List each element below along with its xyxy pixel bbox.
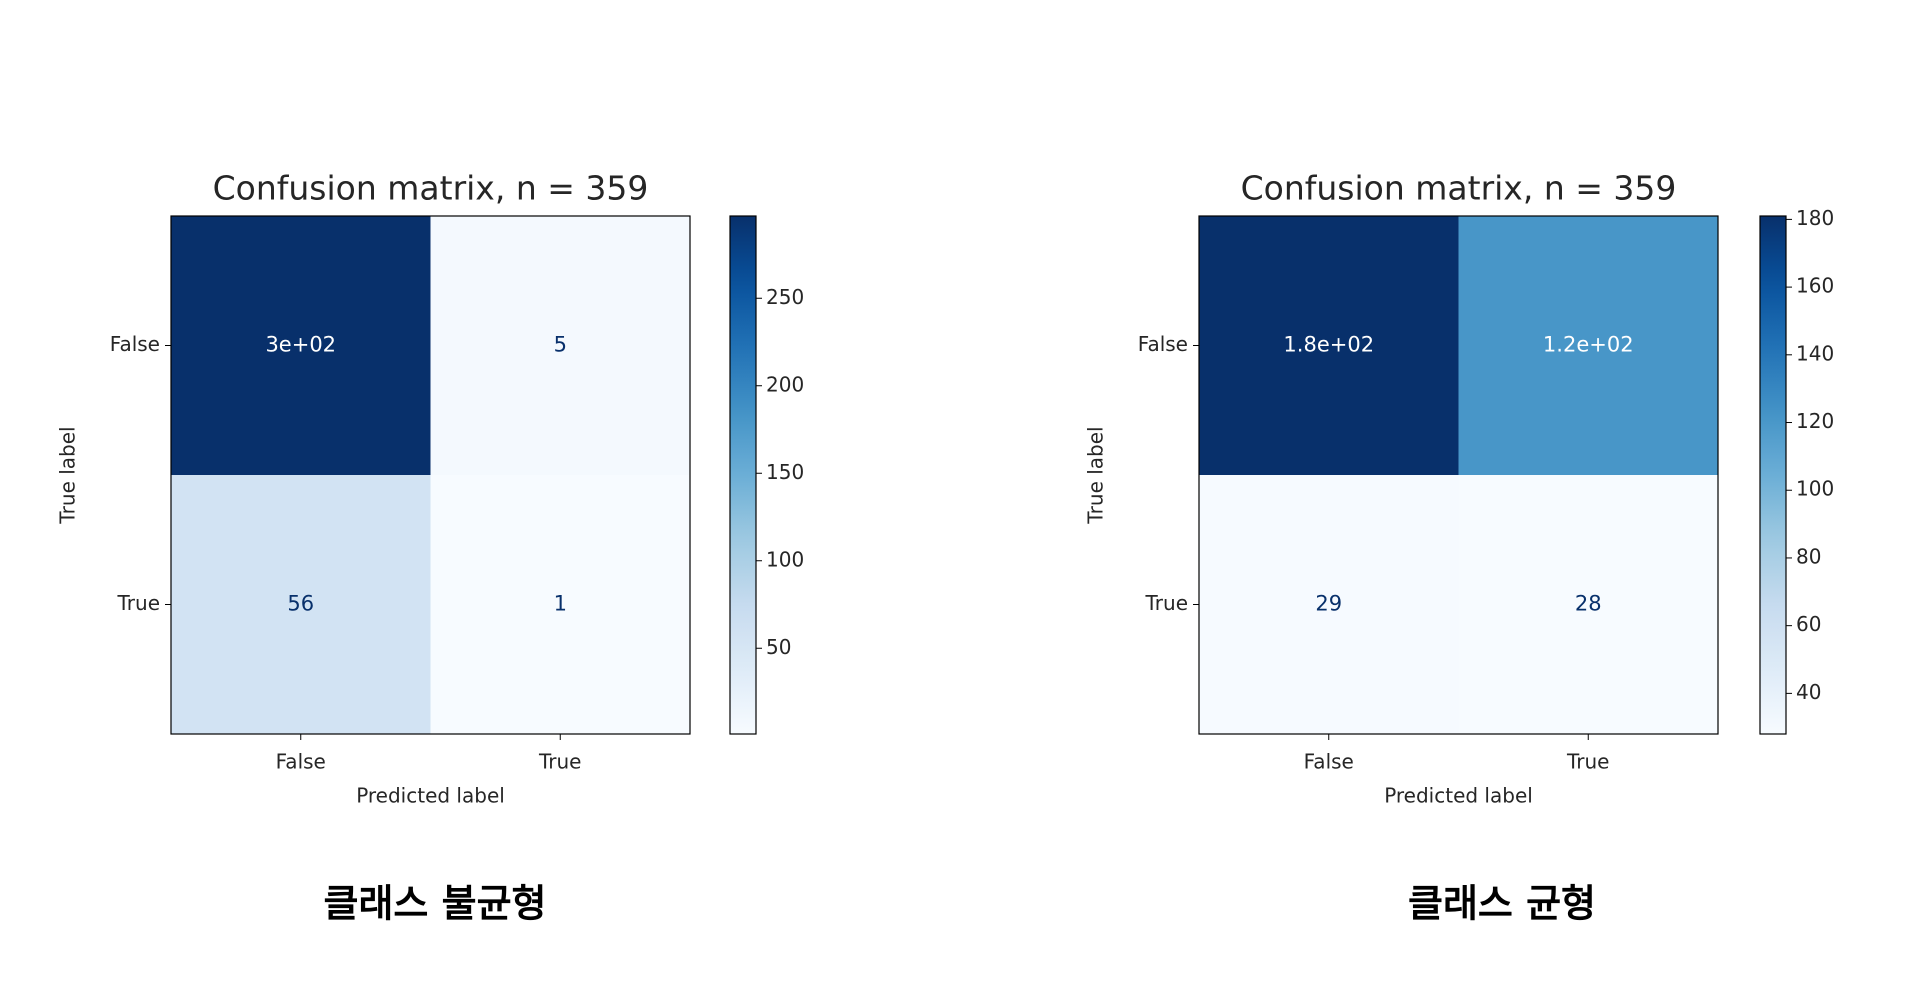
cell-label: 28 bbox=[1575, 592, 1602, 616]
x-tick-label: False bbox=[1304, 750, 1354, 774]
x-axis-label: Predicted label bbox=[1384, 784, 1533, 808]
cell-label: 1.8e+02 bbox=[1283, 333, 1374, 357]
y-tick-label: True bbox=[117, 591, 160, 615]
colorbar-tick-label: 50 bbox=[766, 635, 791, 659]
cell-label: 5 bbox=[554, 333, 567, 357]
colorbar-tick-label: 250 bbox=[766, 285, 804, 309]
colorbar-tick-label: 140 bbox=[1796, 341, 1834, 365]
chart-title: Confusion matrix, n = 359 bbox=[213, 169, 649, 208]
cell-label: 56 bbox=[287, 592, 314, 616]
x-tick-label: True bbox=[538, 750, 581, 774]
y-tick-label: False bbox=[1138, 332, 1188, 356]
axes-frame bbox=[1198, 215, 1719, 735]
x-axis-label: Predicted label bbox=[356, 784, 505, 808]
colorbar-tick-label: 180 bbox=[1796, 206, 1834, 230]
heatmap-cell bbox=[1458, 216, 1718, 475]
axes-frame bbox=[170, 215, 691, 735]
colorbar bbox=[1759, 215, 1787, 735]
caption: 클래스 불균형 bbox=[324, 882, 547, 926]
y-axis-label: True label bbox=[56, 426, 80, 524]
colorbar-tick-label: 60 bbox=[1796, 612, 1821, 636]
x-tick-label: False bbox=[276, 750, 326, 774]
y-tick-label: True bbox=[1145, 591, 1188, 615]
cell-label: 1.2e+02 bbox=[1543, 333, 1634, 357]
cell-label: 3e+02 bbox=[265, 333, 336, 357]
colorbar-tick-label: 100 bbox=[1796, 477, 1834, 501]
colorbar-tick-label: 160 bbox=[1796, 274, 1834, 298]
heatmap-cell bbox=[1199, 216, 1459, 475]
heatmap-cell bbox=[430, 216, 690, 475]
colorbar-tick-label: 40 bbox=[1796, 680, 1821, 704]
x-tick-label: True bbox=[1566, 750, 1609, 774]
chart-title: Confusion matrix, n = 359 bbox=[1241, 169, 1677, 208]
colorbar-tick-label: 100 bbox=[766, 547, 804, 571]
heatmap-cell bbox=[171, 216, 431, 475]
cell-label: 1 bbox=[554, 592, 567, 616]
cell-label: 29 bbox=[1315, 592, 1342, 616]
colorbar-tick-label: 120 bbox=[1796, 409, 1834, 433]
colorbar bbox=[729, 215, 757, 735]
colorbar-tick-label: 80 bbox=[1796, 544, 1821, 568]
colorbar-tick-label: 150 bbox=[766, 460, 804, 484]
heatmap-cell bbox=[430, 475, 690, 734]
caption: 클래스 균형 bbox=[1408, 882, 1596, 926]
y-tick-label: False bbox=[110, 332, 160, 356]
colorbar-tick-label: 200 bbox=[766, 372, 804, 396]
y-axis-label: True label bbox=[1084, 426, 1108, 524]
heatmap-cell bbox=[1199, 475, 1459, 734]
heatmap-cell bbox=[171, 475, 431, 734]
heatmap-cell bbox=[1458, 475, 1718, 734]
